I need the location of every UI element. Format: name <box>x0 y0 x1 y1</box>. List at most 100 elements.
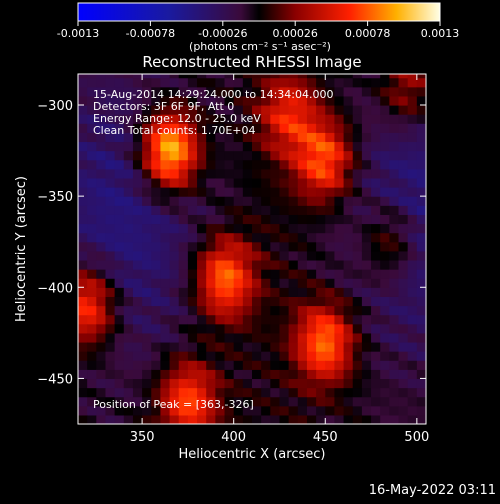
heatmap-cell <box>78 360 88 370</box>
heatmap-cell <box>316 332 326 343</box>
heatmap-cell <box>114 114 125 124</box>
heatmap-cell <box>215 405 226 416</box>
heatmap-cell <box>297 168 308 179</box>
heatmap-cell <box>371 259 381 270</box>
heatmap-cell <box>279 141 290 152</box>
heatmap-cell <box>398 77 409 88</box>
x-axis-label: Heliocentric X (arcsec) <box>179 447 326 462</box>
heatmap-cell <box>233 223 244 234</box>
heatmap-cell <box>142 378 152 389</box>
heatmap-cell <box>142 187 152 197</box>
heatmap-cell <box>197 314 207 325</box>
heatmap-cell <box>380 187 390 197</box>
heatmap-cell <box>233 114 244 124</box>
heatmap-cell <box>343 414 354 424</box>
heatmap-cell <box>78 341 88 352</box>
heatmap-cell <box>96 95 107 106</box>
heatmap-cell <box>233 287 244 297</box>
colorbar-tick-label: 0.0013 <box>421 27 460 40</box>
heatmap-cell <box>224 187 235 197</box>
heatmap-cell <box>380 74 390 79</box>
heatmap-cell <box>96 305 107 316</box>
heatmap-cell <box>261 141 271 152</box>
heatmap-cell <box>279 123 290 133</box>
heatmap-cell <box>398 74 409 79</box>
heatmap-cell <box>398 351 409 361</box>
heatmap-cell <box>389 114 400 124</box>
heatmap-cell <box>215 214 226 225</box>
heatmap-cell <box>252 232 262 243</box>
heatmap-cell <box>197 250 207 261</box>
heatmap-cell <box>187 323 198 334</box>
heatmap-cell <box>224 278 235 288</box>
heatmap-cell <box>160 104 171 115</box>
heatmap-cell <box>142 159 152 170</box>
heatmap-cell <box>151 214 162 225</box>
heatmap-cell <box>132 241 143 252</box>
heatmap-cell <box>96 341 107 352</box>
heatmap-cell <box>361 269 372 279</box>
heatmap-cell <box>371 369 381 380</box>
heatmap-cell <box>407 196 418 206</box>
heatmap-cell <box>279 378 290 389</box>
heatmap-cell <box>87 259 97 270</box>
heatmap-cell <box>178 123 189 133</box>
heatmap-cell <box>279 77 290 88</box>
heatmap-cell <box>252 159 262 170</box>
heatmap-cell <box>398 341 409 352</box>
heatmap-cell <box>325 259 336 270</box>
heatmap-cell <box>142 205 152 215</box>
heatmap-cell <box>187 305 198 316</box>
heatmap-cell <box>187 341 198 352</box>
heatmap-cell <box>288 314 299 325</box>
heatmap-cell <box>78 414 88 424</box>
heatmap-cell <box>242 250 253 261</box>
heatmap-cell <box>169 86 180 97</box>
heatmap-cell <box>261 214 271 225</box>
heatmap-cell <box>361 168 372 179</box>
heatmap-cell <box>297 74 308 79</box>
heatmap-cell <box>187 177 198 188</box>
heatmap-cell <box>206 232 216 243</box>
heatmap-cell <box>132 351 143 361</box>
heatmap-cell <box>151 104 162 115</box>
heatmap-cell <box>187 168 198 179</box>
heatmap-cell <box>132 387 143 398</box>
heatmap-cell <box>361 323 372 334</box>
heatmap-cell <box>325 214 336 225</box>
heatmap-cell <box>380 296 390 307</box>
heatmap-cell <box>132 232 143 243</box>
heatmap-cell <box>105 205 116 215</box>
heatmap-cell <box>361 360 372 370</box>
heatmap-cell <box>325 405 336 416</box>
heatmap-cell <box>169 241 180 252</box>
heatmap-cell <box>416 114 426 124</box>
heatmap-cell <box>297 250 308 261</box>
heatmap-cell <box>215 396 226 407</box>
heatmap-cell <box>96 278 107 288</box>
heatmap-cell <box>279 114 290 124</box>
heatmap-cell <box>233 74 244 79</box>
annotation-peak-position: Position of Peak = [363,-326] <box>93 398 254 411</box>
heatmap-cell <box>306 159 317 170</box>
heatmap-cell <box>416 341 426 352</box>
heatmap-cell <box>160 95 171 106</box>
heatmap-cell <box>233 414 244 424</box>
heatmap-cell <box>261 414 271 424</box>
heatmap-cell <box>361 414 372 424</box>
heatmap-cell <box>96 387 107 398</box>
heatmap-cell <box>279 241 290 252</box>
heatmap-cell <box>334 414 345 424</box>
heatmap-cell <box>169 205 180 215</box>
heatmap-cell <box>316 305 326 316</box>
heatmap-cell <box>306 214 317 225</box>
heatmap-cell <box>380 150 390 161</box>
heatmap-cell <box>197 405 207 416</box>
heatmap-cell <box>197 387 207 398</box>
heatmap-cell <box>416 296 426 307</box>
heatmap-cell <box>160 123 171 133</box>
heatmap-cell <box>132 196 143 206</box>
heatmap-cell <box>206 341 216 352</box>
heatmap-cell <box>123 305 134 316</box>
heatmap-cell <box>132 250 143 261</box>
